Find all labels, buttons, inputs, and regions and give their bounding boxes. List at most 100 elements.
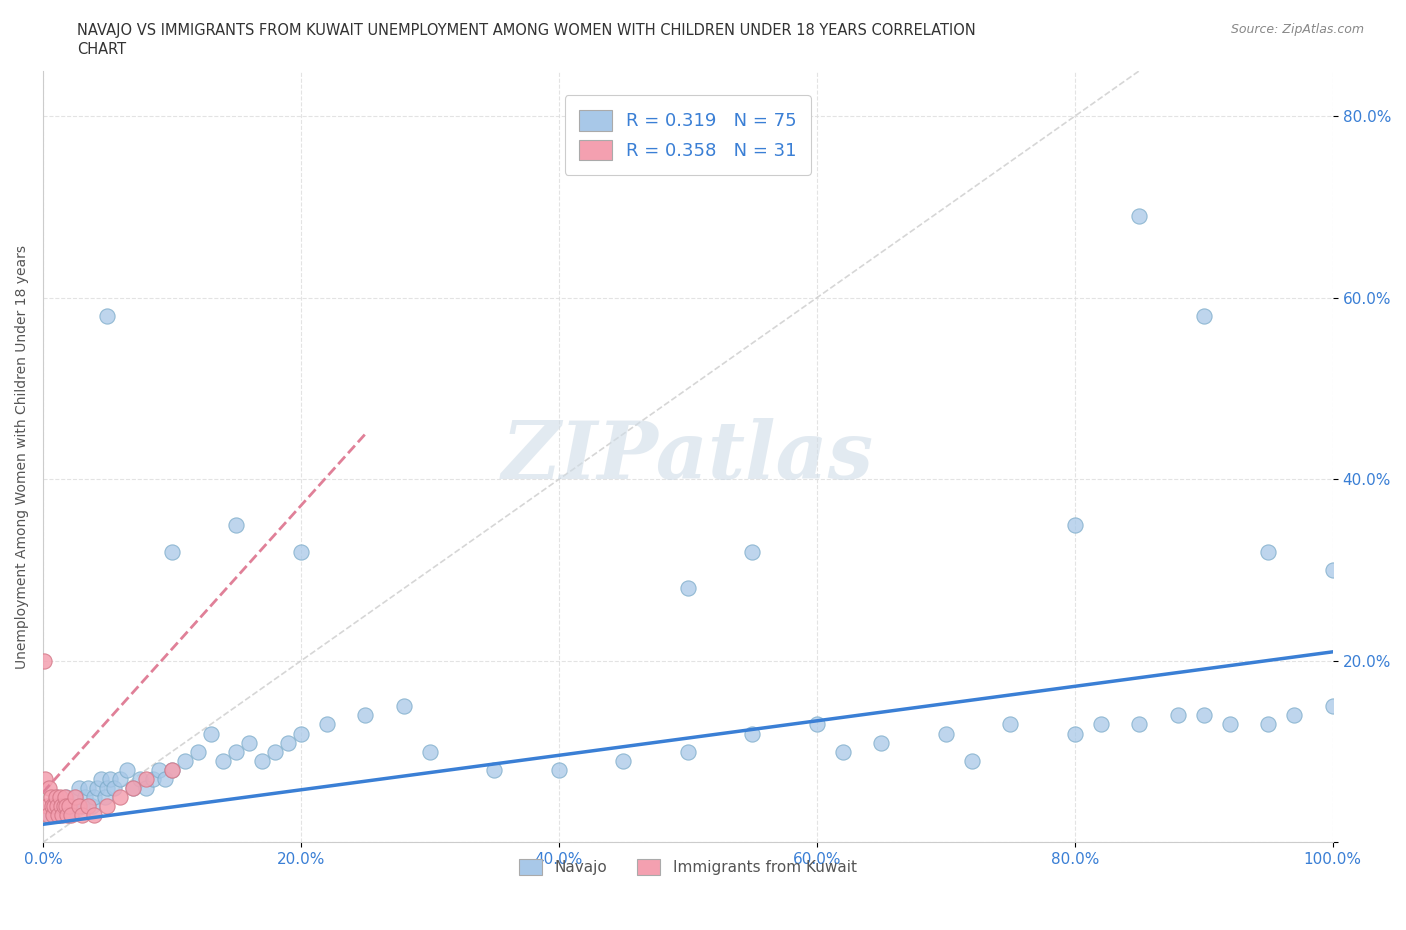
Point [96, 799, 118, 814]
Point [676, 744, 699, 759]
Point [238, 736, 260, 751]
Point [115, 763, 138, 777]
Point [741, 726, 763, 741]
Point [1192, 708, 1215, 723]
Point [94, 790, 117, 804]
Point [122, 780, 145, 795]
Point [1000, 717, 1022, 732]
Point [122, 780, 145, 795]
Y-axis label: Unemployment Among Women with Children Under 18 years: Unemployment Among Women with Children U… [15, 245, 30, 669]
Point [1322, 698, 1344, 713]
Point [935, 726, 957, 741]
Point [1282, 708, 1305, 723]
Point [155, 772, 177, 787]
Point [48, 808, 70, 823]
Text: Source: ZipAtlas.com: Source: ZipAtlas.com [1230, 23, 1364, 36]
Point [32, 654, 55, 669]
Point [141, 772, 163, 787]
Point [676, 581, 699, 596]
Point [1063, 726, 1085, 741]
Point [42, 808, 65, 823]
Point [1257, 717, 1279, 732]
Point [1128, 717, 1150, 732]
Point [90, 772, 112, 787]
Point [200, 726, 222, 741]
Point [41, 799, 63, 814]
Point [44, 799, 66, 814]
Point [80, 799, 103, 814]
Point [831, 744, 853, 759]
Point [160, 545, 183, 560]
Point [38, 780, 60, 795]
Point [58, 799, 80, 814]
Point [250, 753, 273, 768]
Text: CHART: CHART [77, 42, 127, 57]
Point [52, 799, 75, 814]
Point [49, 799, 72, 814]
Point [1192, 309, 1215, 324]
Point [212, 753, 235, 768]
Point [60, 799, 83, 814]
Point [55, 790, 77, 804]
Point [51, 808, 73, 823]
Point [1322, 563, 1344, 578]
Point [67, 799, 90, 814]
Point [354, 708, 377, 723]
Point [77, 799, 100, 814]
Point [1063, 517, 1085, 532]
Point [37, 808, 59, 823]
Point [290, 545, 312, 560]
Point [392, 698, 415, 713]
Point [148, 763, 170, 777]
Point [277, 736, 299, 751]
Point [960, 753, 983, 768]
Point [83, 808, 105, 823]
Point [77, 780, 100, 795]
Point [63, 790, 86, 804]
Point [290, 726, 312, 741]
Point [110, 772, 132, 787]
Text: ZIPatlas: ZIPatlas [502, 418, 875, 496]
Point [86, 780, 108, 795]
Point [83, 790, 105, 804]
Point [58, 808, 80, 823]
Point [264, 744, 287, 759]
Point [187, 744, 209, 759]
Point [128, 772, 150, 787]
Point [1167, 708, 1189, 723]
Point [48, 790, 70, 804]
Point [612, 753, 634, 768]
Point [42, 799, 65, 814]
Point [39, 790, 62, 804]
Point [98, 772, 121, 787]
Point [1257, 545, 1279, 560]
Point [103, 780, 125, 795]
Point [135, 780, 157, 795]
Legend: Navajo, Immigrants from Kuwait: Navajo, Immigrants from Kuwait [513, 853, 863, 881]
Point [419, 744, 441, 759]
Point [70, 808, 93, 823]
Point [51, 799, 73, 814]
Point [741, 545, 763, 560]
Point [45, 790, 67, 804]
Point [96, 780, 118, 795]
Point [70, 799, 93, 814]
Point [870, 736, 893, 751]
Point [48, 808, 70, 823]
Point [225, 517, 247, 532]
Point [484, 763, 506, 777]
Point [1128, 208, 1150, 223]
Point [38, 808, 60, 823]
Point [225, 744, 247, 759]
Point [547, 763, 569, 777]
Point [173, 753, 195, 768]
Point [55, 799, 77, 814]
Point [110, 790, 132, 804]
Point [135, 772, 157, 787]
Point [53, 790, 76, 804]
Point [45, 790, 67, 804]
Point [806, 717, 828, 732]
Text: NAVAJO VS IMMIGRANTS FROM KUWAIT UNEMPLOYMENT AMONG WOMEN WITH CHILDREN UNDER 18: NAVAJO VS IMMIGRANTS FROM KUWAIT UNEMPLO… [77, 23, 976, 38]
Point [1090, 717, 1112, 732]
Point [56, 808, 79, 823]
